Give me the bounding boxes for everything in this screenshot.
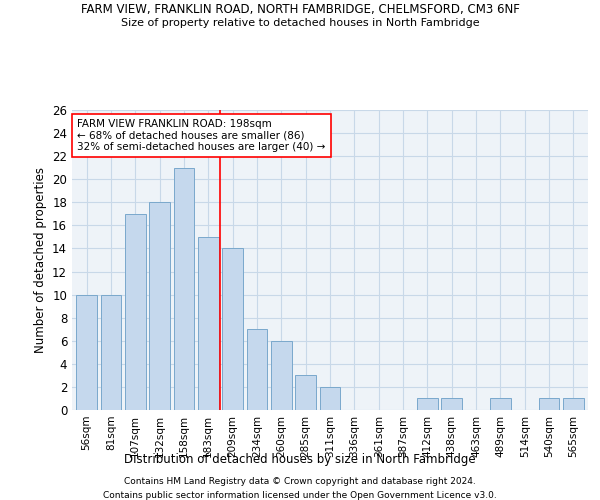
Bar xyxy=(295,376,316,410)
Text: Contains HM Land Registry data © Crown copyright and database right 2024.: Contains HM Land Registry data © Crown c… xyxy=(124,478,476,486)
Bar xyxy=(149,202,170,410)
Bar xyxy=(539,398,559,410)
Bar xyxy=(101,294,121,410)
Text: Distribution of detached houses by size in North Fambridge: Distribution of detached houses by size … xyxy=(124,452,476,466)
Bar xyxy=(442,398,462,410)
Text: Size of property relative to detached houses in North Fambridge: Size of property relative to detached ho… xyxy=(121,18,479,28)
Bar xyxy=(320,387,340,410)
Bar xyxy=(563,398,584,410)
Y-axis label: Number of detached properties: Number of detached properties xyxy=(34,167,47,353)
Text: FARM VIEW FRANKLIN ROAD: 198sqm
← 68% of detached houses are smaller (86)
32% of: FARM VIEW FRANKLIN ROAD: 198sqm ← 68% of… xyxy=(77,119,326,152)
Bar xyxy=(198,237,218,410)
Bar xyxy=(173,168,194,410)
Text: FARM VIEW, FRANKLIN ROAD, NORTH FAMBRIDGE, CHELMSFORD, CM3 6NF: FARM VIEW, FRANKLIN ROAD, NORTH FAMBRIDG… xyxy=(80,2,520,16)
Bar xyxy=(417,398,438,410)
Bar xyxy=(271,341,292,410)
Bar xyxy=(247,329,268,410)
Bar xyxy=(76,294,97,410)
Bar xyxy=(490,398,511,410)
Bar xyxy=(125,214,146,410)
Text: Contains public sector information licensed under the Open Government Licence v3: Contains public sector information licen… xyxy=(103,491,497,500)
Bar xyxy=(222,248,243,410)
